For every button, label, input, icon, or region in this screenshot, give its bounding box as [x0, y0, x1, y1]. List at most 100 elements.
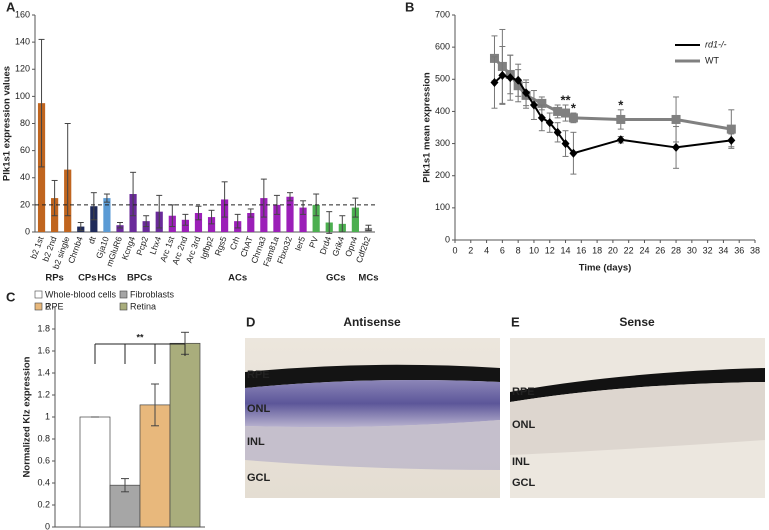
layer-label: INL [512, 456, 530, 468]
y-tick-label: 20 [20, 199, 30, 209]
y-tick-label: 160 [15, 9, 30, 19]
bar [207, 217, 216, 232]
bar [181, 219, 189, 232]
point [616, 135, 625, 145]
x-tick-label: Crh [228, 235, 242, 252]
image-d [245, 338, 500, 498]
point [568, 113, 578, 123]
x-tick-label: Rgs5 [212, 235, 228, 257]
point [537, 98, 547, 108]
group-label: CPs [78, 273, 96, 284]
y-tick-label: 700 [435, 9, 450, 19]
bar [169, 342, 201, 528]
bar [247, 213, 255, 232]
y-tick-label: 200 [435, 170, 450, 180]
x-tick-label: 6 [500, 245, 505, 255]
x-tick-label: 28 [671, 245, 681, 255]
x-tick-label: 22 [624, 245, 634, 255]
x-tick-label: 34 [718, 245, 728, 255]
x-tick-label: 0 [452, 245, 457, 255]
legend-swatch [119, 302, 128, 311]
panel-label: C [6, 289, 16, 304]
x-tick-label: 8 [516, 245, 521, 255]
bar [37, 103, 46, 232]
point [490, 78, 499, 87]
panel-label: B [405, 0, 414, 14]
y-tick-label: 0.8 [37, 433, 50, 443]
y-tick-label: 60 [20, 145, 30, 155]
x-tick-label: PV [307, 235, 320, 249]
image-title: Sense [619, 315, 655, 329]
y-tick-label: 1.4 [37, 367, 50, 377]
x-tick-label: 2 [468, 245, 473, 255]
x-tick-label: 38 [750, 245, 760, 255]
image-e [510, 338, 765, 498]
image-title: Antisense [343, 315, 401, 329]
y-tick-label: 0.6 [37, 455, 50, 465]
group-label: RPs [45, 273, 63, 284]
point [514, 75, 523, 85]
group-label: BPCs [127, 273, 152, 284]
bar [273, 204, 281, 232]
bar [194, 213, 203, 232]
significance: ** [560, 92, 571, 107]
x-tick-label: 36 [734, 245, 744, 255]
y-tick-label: 100 [15, 91, 30, 101]
bar [79, 416, 111, 528]
y-tick-label: 300 [435, 138, 450, 148]
x-tick-label: 18 [592, 245, 602, 255]
legend-swatch [34, 302, 43, 311]
layer-label: ONL [247, 403, 271, 415]
panel-label: A [6, 0, 16, 14]
bar [286, 196, 294, 232]
point [553, 106, 563, 116]
x-tick-label: Ier5 [293, 235, 307, 252]
point [727, 135, 736, 145]
y-tick-label: 120 [15, 64, 30, 74]
significance: * [618, 97, 624, 112]
layer-label: ONL [512, 419, 536, 431]
y-tick-label: 0 [445, 234, 450, 244]
y-tick-label: 140 [15, 37, 30, 47]
x-tick-label: 12 [545, 245, 555, 255]
bar [103, 198, 111, 232]
point [569, 148, 578, 158]
x-tick-label: 16 [576, 245, 586, 255]
y-tick-label: 40 [20, 172, 30, 182]
bar [299, 207, 307, 232]
legend-swatch [119, 290, 128, 299]
legend-label: Fibroblasts [130, 289, 175, 299]
legend-label: rd1-/- [705, 39, 727, 49]
y-tick-label: 80 [20, 118, 30, 128]
layer-label: INL [247, 436, 265, 448]
point [545, 118, 554, 128]
y-tick-label: 400 [435, 106, 450, 116]
legend-label: RPE [45, 301, 64, 311]
legend-label: WT [705, 55, 719, 65]
y-axis-label: Normalized Klz expression [22, 356, 33, 477]
y-axis-label: Plk1s1 mean expression [422, 72, 433, 183]
y-tick-label: 1.6 [37, 345, 50, 355]
y-tick-label: 0.2 [37, 499, 50, 509]
panel-label: D [246, 314, 255, 329]
significance: * [571, 100, 577, 115]
y-tick-label: 0 [45, 521, 50, 530]
x-tick-label: 14 [561, 245, 571, 255]
x-tick-label: dt [86, 234, 98, 245]
y-tick-label: 0.4 [37, 477, 50, 487]
y-tick-label: 1.2 [37, 389, 50, 399]
bar [351, 207, 359, 232]
y-tick-label: 2 [45, 301, 50, 311]
point [616, 114, 626, 124]
y-axis-label: Plk1s1 expression values [2, 66, 13, 181]
y-tick-label: 1 [45, 411, 50, 421]
legend-label: Retina [130, 301, 156, 311]
group-label: HCs [97, 273, 116, 284]
layer-label: RPE [247, 369, 270, 381]
group-label: ACs [228, 273, 247, 284]
significance: ** [136, 332, 144, 342]
x-tick-label: 10 [529, 245, 539, 255]
layer-label: GCL [247, 472, 271, 484]
point [561, 108, 571, 118]
